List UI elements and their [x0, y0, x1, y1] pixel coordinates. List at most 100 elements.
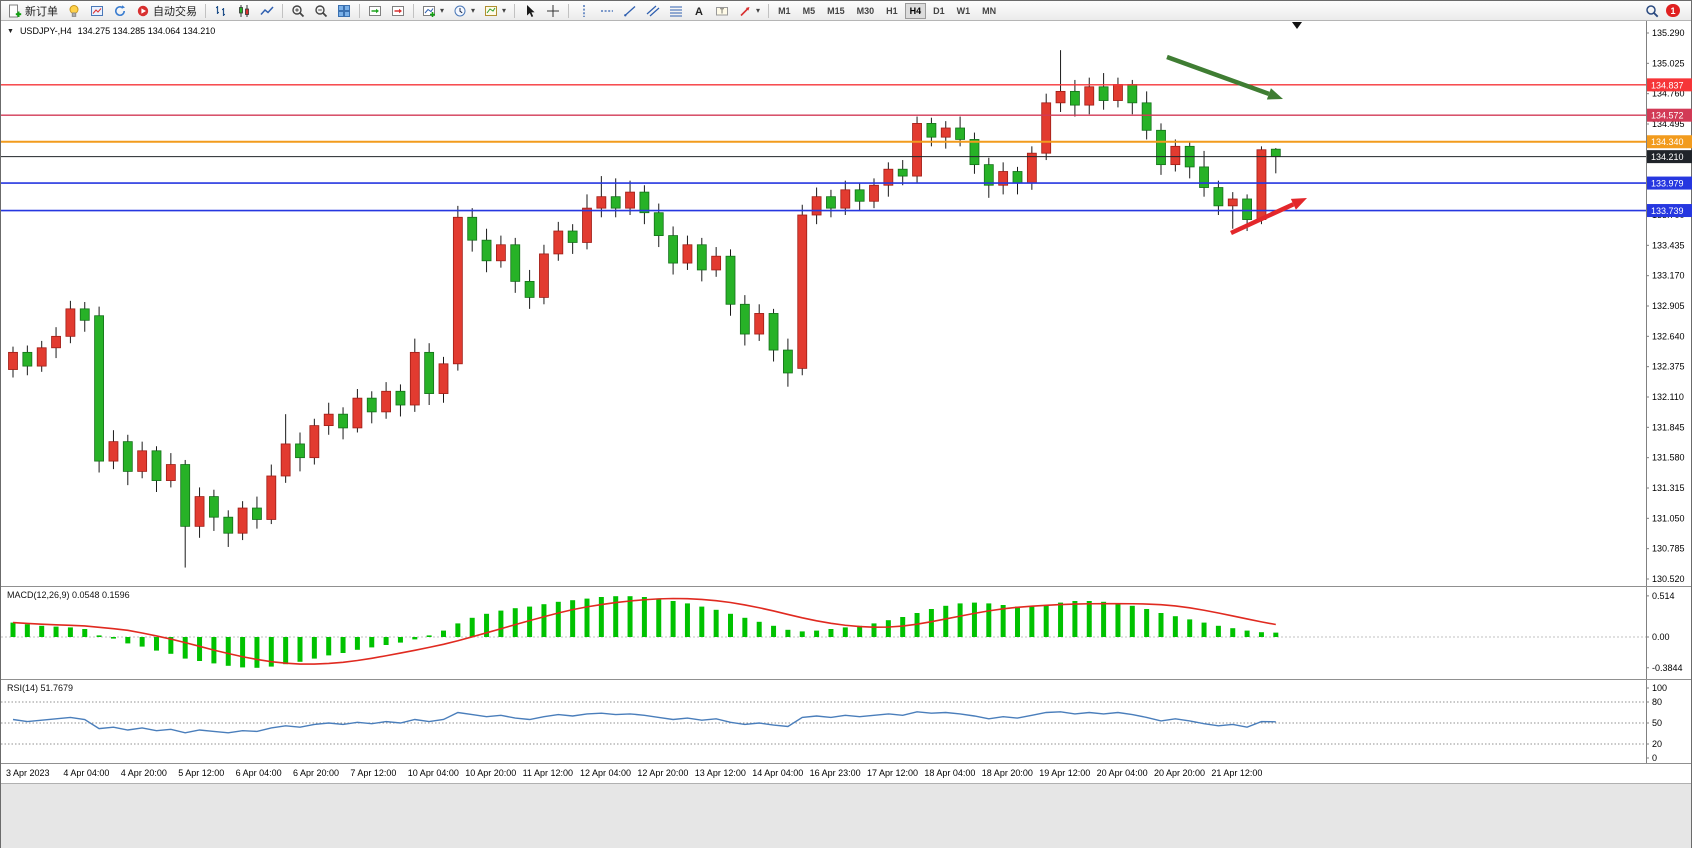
- candle-body: [696, 244, 707, 271]
- templates-button[interactable]: ▾: [480, 2, 510, 19]
- main-chart-panel[interactable]: 135.290135.025134.760134.495134.230133.9…: [1, 21, 1692, 586]
- candle-body: [1242, 198, 1252, 220]
- bar-chart-button[interactable]: [210, 2, 232, 19]
- zoom-in-button[interactable]: [287, 2, 309, 19]
- collapse-icon[interactable]: ▼: [7, 27, 14, 35]
- search-button[interactable]: [1641, 2, 1663, 19]
- price-tick-label: 133.170: [1652, 271, 1685, 281]
- horizontal-line-icon: [601, 9, 614, 12]
- candle-body: [653, 212, 664, 237]
- rsi-panel[interactable]: 100 80 50 20 0 RSI(14) 51.7679: [1, 679, 1691, 763]
- chart-shift-icon: [369, 5, 381, 16]
- macd-tick-label: -0.3844: [1652, 663, 1683, 673]
- trendline-button[interactable]: [619, 2, 641, 19]
- chevron-down-icon: ▾: [502, 6, 507, 15]
- price-badge-label: 134.572: [1651, 111, 1684, 121]
- macd-chart[interactable]: 0.514 0.00 -0.3844: [1, 587, 1692, 679]
- price-badge-134.572: [1647, 108, 1692, 122]
- price-tick-label: 134.760: [1652, 89, 1685, 99]
- candle-body: [711, 255, 722, 271]
- new-order-button[interactable]: 新订单: [4, 2, 62, 19]
- auto-scroll-button[interactable]: [387, 2, 409, 19]
- candle-body: [1084, 86, 1095, 106]
- candle-body: [409, 351, 420, 406]
- fibonacci-button[interactable]: [665, 2, 687, 19]
- indicators-icon: [423, 5, 435, 17]
- horizontal-line-button[interactable]: [596, 2, 618, 19]
- time-axis-label: 12 Apr 20:00: [637, 768, 689, 778]
- price-tick-label: 135.025: [1652, 58, 1685, 68]
- candle-body: [1199, 166, 1209, 188]
- text-button[interactable]: A: [688, 2, 710, 19]
- macd-panel[interactable]: 0.514 0.00 -0.3844 MACD(12,26,9) 0.0548 0.…: [1, 586, 1691, 679]
- price-axis[interactable]: [1644, 21, 1691, 586]
- candle-body: [883, 168, 894, 186]
- periods-button[interactable]: ▾: [449, 2, 479, 19]
- channel-button[interactable]: [642, 2, 664, 19]
- timeframe-button-D1[interactable]: D1: [933, 5, 945, 16]
- candle-body: [495, 244, 506, 262]
- auto-scroll-icon: [392, 5, 404, 16]
- text-label-button[interactable]: T: [711, 2, 733, 19]
- candle-body: [1227, 198, 1238, 207]
- candle-body: [194, 496, 205, 527]
- timeframe-button-W1[interactable]: W1: [956, 5, 971, 16]
- cursor-button[interactable]: [519, 2, 541, 19]
- candle-body: [79, 308, 90, 321]
- vertical-line-button[interactable]: [573, 2, 595, 19]
- arrows-tool-button[interactable]: ▾: [734, 2, 764, 19]
- candle-body: [452, 216, 463, 365]
- time-axis-label: 11 Apr 12:00: [522, 768, 573, 778]
- crosshair-button[interactable]: [542, 2, 564, 19]
- candle-body: [252, 507, 262, 520]
- candle-body: [481, 239, 492, 262]
- price-badge-label: 133.979: [1651, 179, 1684, 189]
- text-label-icon: T: [716, 6, 729, 15]
- timeframe-button-H4[interactable]: H4: [904, 2, 927, 19]
- timeframe-button-MN[interactable]: MN: [982, 5, 997, 16]
- price-tick-label: 131.315: [1652, 483, 1685, 493]
- chart-shift-marker[interactable]: [1292, 22, 1302, 29]
- timeframe-button-M30[interactable]: M30: [856, 5, 875, 16]
- price-badge-label: 134.210: [1651, 152, 1684, 162]
- candle-body: [1256, 149, 1267, 220]
- price-badge-133.739: [1647, 204, 1692, 218]
- zoom-out-button[interactable]: [310, 2, 332, 19]
- candle-body: [36, 347, 47, 367]
- notification-badge[interactable]: 1: [1666, 4, 1680, 17]
- candle-body: [381, 390, 392, 413]
- time-axis-label: 5 Apr 12:00: [178, 768, 225, 778]
- candle-body: [797, 214, 808, 369]
- auto-trading-button[interactable]: 自动交易: [132, 2, 201, 19]
- toolbar-separator: [205, 3, 206, 18]
- line-chart-button[interactable]: [256, 2, 278, 19]
- timeframe-button-M1[interactable]: M1: [778, 5, 791, 16]
- price-badge-label: 134.340: [1651, 137, 1684, 147]
- candle-body: [338, 413, 348, 429]
- timeframe-button-M5[interactable]: M5: [802, 5, 816, 16]
- toolbar-separator: [768, 3, 770, 18]
- indicators-button[interactable]: ▾: [418, 2, 448, 19]
- candlestick-chart[interactable]: 135.290135.025134.760134.495134.230133.9…: [1, 21, 1692, 586]
- candle-body: [725, 255, 736, 305]
- time-axis[interactable]: 3 Apr 2023 4 Apr 04:00 4 Apr 20:00 5 Apr 12…: [1, 763, 1691, 783]
- chart-shift-button[interactable]: [364, 2, 386, 19]
- tile-windows-button[interactable]: [333, 2, 355, 19]
- window-bottom-strip: [1, 783, 1691, 848]
- price-tick-label: 131.845: [1652, 422, 1685, 432]
- candle-body: [208, 496, 219, 518]
- fibonacci-icon: [670, 6, 683, 16]
- candle-body: [826, 196, 836, 209]
- candle-body: [1213, 187, 1224, 207]
- refresh-button[interactable]: [109, 2, 131, 19]
- profiles-button[interactable]: [63, 2, 85, 19]
- price-badge-134.210: [1647, 150, 1692, 164]
- chart-window-button[interactable]: [86, 2, 108, 19]
- candlestick-button[interactable]: [233, 2, 255, 19]
- candle-body: [237, 507, 248, 534]
- text-icon: A: [695, 6, 703, 18]
- timeframe-button-H1[interactable]: H1: [886, 5, 898, 16]
- timeframe-button-M15[interactable]: M15: [827, 5, 845, 16]
- candle-body: [783, 349, 793, 374]
- rsi-chart[interactable]: 100 80 50 20 0: [1, 680, 1692, 763]
